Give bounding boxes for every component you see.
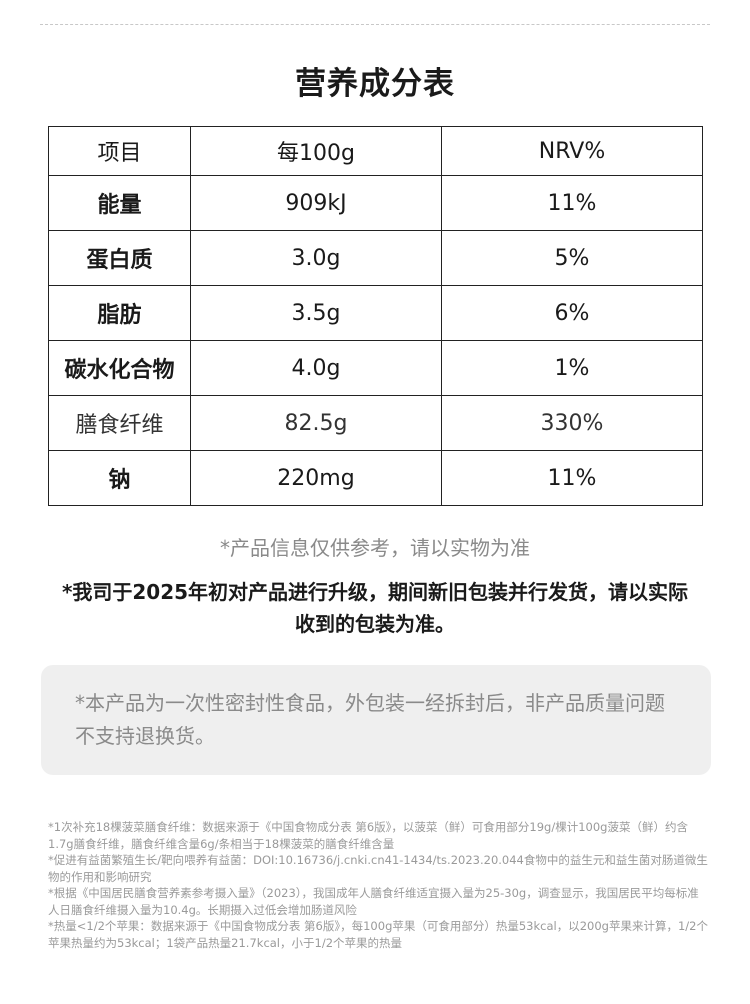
- info-reference-note: *产品信息仅供参考，请以实物为准: [220, 536, 530, 560]
- sealed-notice-text: *本产品为一次性密封性食品，外包装一经拆封后，非产品质量问题不支持退换货。: [75, 691, 665, 748]
- table-row-energy: 能量 909kJ 11%: [48, 175, 703, 231]
- cell-name: 膳食纤维: [48, 395, 191, 451]
- nutrition-table: 项目 每100g NRV% 能量 909kJ 11% 蛋白质 3.0g 5% 脂…: [48, 126, 703, 506]
- cell-name: 蛋白质: [48, 230, 191, 286]
- table-row-dietary-fiber: 膳食纤维 82.5g 330%: [48, 395, 703, 451]
- header-per-100g: 每100g: [190, 126, 442, 176]
- footnote-fiber-intake: *根据《中国居民膳食营养素参考摄入量》（2023），我国成年人膳食纤维适宜摄入量…: [48, 886, 699, 917]
- page-title: 营养成分表: [295, 66, 455, 102]
- footnotes: *1次补充18棵菠菜膳食纤维：数据来源于《中国食物成分表 第6版》，以菠菜（鲜）…: [48, 819, 708, 951]
- cell-name: 钠: [48, 450, 191, 506]
- cell-nrv: 5%: [441, 230, 703, 286]
- table-row-carbohydrate: 碳水化合物 4.0g 1%: [48, 340, 703, 396]
- cell-nrv: 330%: [441, 395, 703, 451]
- cell-per-100g: 220mg: [190, 450, 442, 506]
- cell-nrv: 1%: [441, 340, 703, 396]
- sealed-product-notice: *本产品为一次性密封性食品，外包装一经拆封后，非产品质量问题不支持退换货。: [41, 665, 711, 775]
- cell-per-100g: 3.0g: [190, 230, 442, 286]
- top-dashed-divider: [40, 24, 710, 25]
- cell-nrv: 11%: [441, 175, 703, 231]
- table-row-fat: 脂肪 3.5g 6%: [48, 285, 703, 341]
- cell-per-100g: 909kJ: [190, 175, 442, 231]
- table-row-sodium: 钠 220mg 11%: [48, 450, 703, 506]
- packaging-upgrade-note: *我司于2025年初对产品进行升级，期间新旧包装并行发货，请以实际收到的包装为准…: [61, 580, 689, 636]
- cell-nrv: 6%: [441, 285, 703, 341]
- cell-per-100g: 4.0g: [190, 340, 442, 396]
- cell-nrv: 11%: [441, 450, 703, 506]
- footnote-spinach-fiber: *1次补充18棵菠菜膳食纤维：数据来源于《中国食物成分表 第6版》，以菠菜（鲜）…: [48, 820, 688, 851]
- header-item: 项目: [48, 126, 191, 176]
- cell-name: 碳水化合物: [48, 340, 191, 396]
- table-header-row: 项目 每100g NRV%: [48, 126, 703, 176]
- footnote-probiotic-research: *促进有益菌繁殖生长/靶向喂养有益菌：DOI:10.16736/j.cnki.c…: [48, 853, 708, 884]
- cell-name: 脂肪: [48, 285, 191, 341]
- table-row-protein: 蛋白质 3.0g 5%: [48, 230, 703, 286]
- cell-per-100g: 82.5g: [190, 395, 442, 451]
- header-nrv: NRV%: [441, 126, 703, 176]
- footnote-apple-calories: *热量<1/2个苹果：数据来源于《中国食物成分表 第6版》，每100g苹果（可食…: [48, 919, 708, 950]
- cell-per-100g: 3.5g: [190, 285, 442, 341]
- cell-name: 能量: [48, 175, 191, 231]
